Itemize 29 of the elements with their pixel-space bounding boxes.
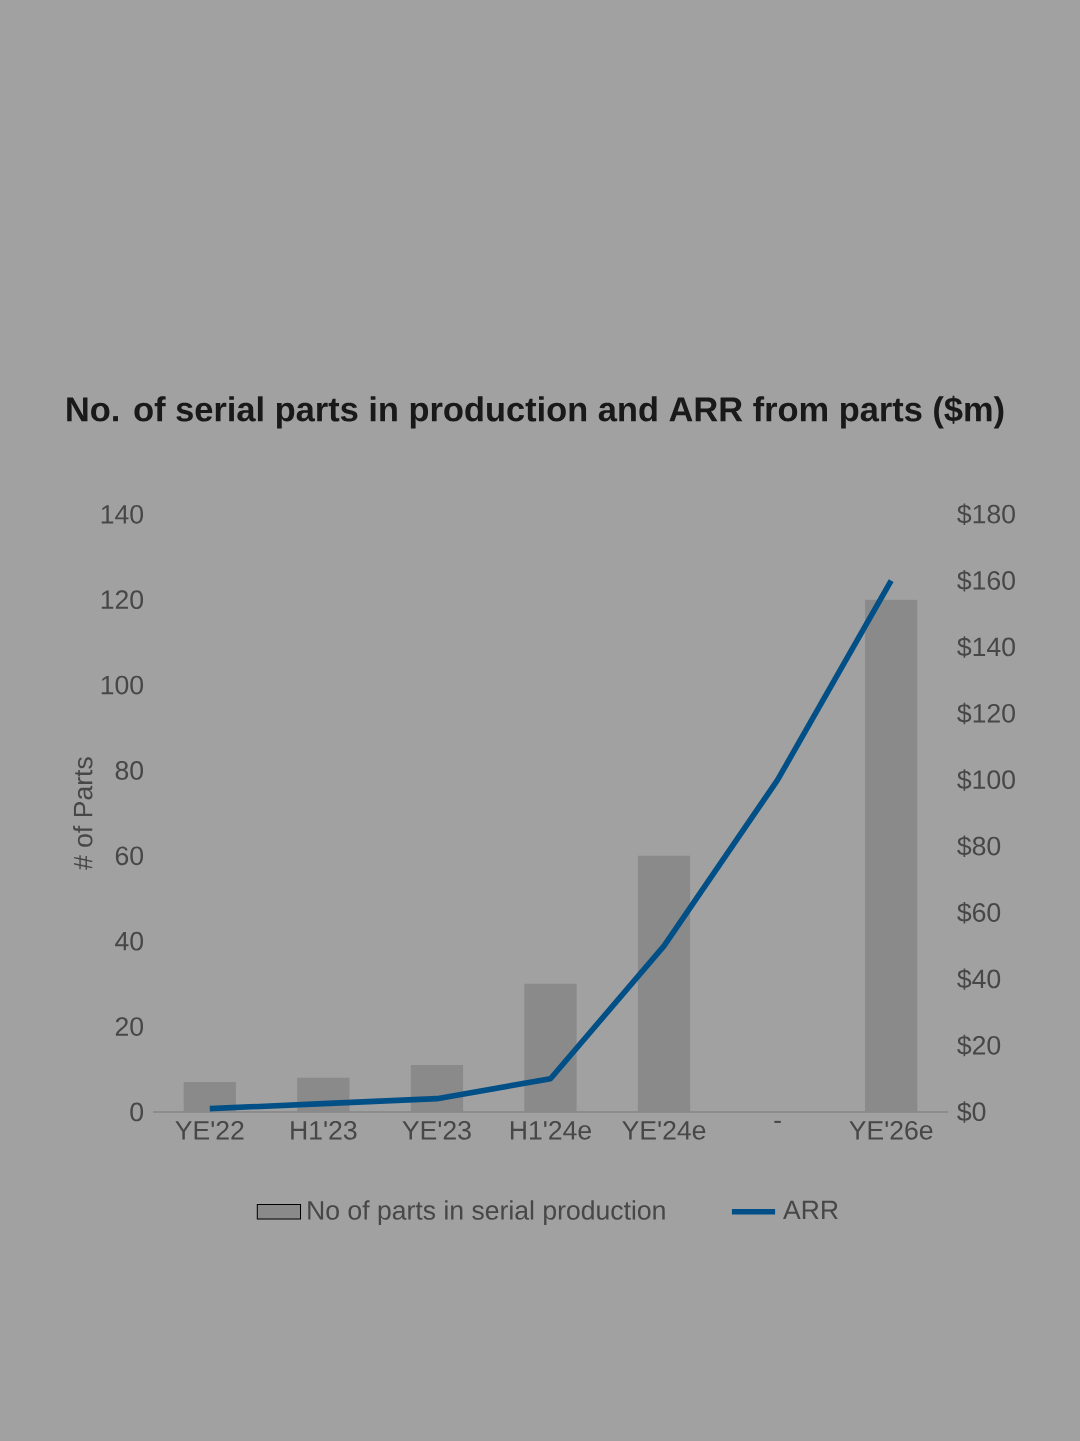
y2-tick-label: $180: [957, 503, 1015, 526]
y-axis-title: # of Parts: [72, 757, 93, 870]
y2-tick-label: $20: [957, 1034, 1001, 1057]
y-tick-label: 80: [115, 761, 143, 780]
y-tick-label: 120: [101, 590, 143, 610]
y-tick-label: 140: [101, 504, 143, 524]
x-tick-label: -: [774, 1120, 781, 1123]
y2-tick-label: $0: [957, 1101, 986, 1123]
y2-tick-label: $60: [957, 901, 1001, 924]
y-tick-label: 20: [115, 1017, 143, 1036]
chart-title: No. of serial parts in production and ARR from parts ($m): [67, 395, 1004, 429]
legend-label: No of parts in serial production: [308, 1200, 665, 1226]
x-tick-label: YE'23: [402, 1120, 471, 1140]
y-tick-label: 40: [115, 931, 143, 951]
legend-label: ARR: [782, 1200, 838, 1220]
y2-tick-label: $140: [957, 636, 1015, 658]
y-tick-label: 0: [130, 1102, 143, 1122]
y2-tick-label: $40: [957, 968, 1001, 990]
y2-tick-label: $160: [957, 569, 1015, 592]
y-tick-label: 60: [115, 846, 143, 866]
x-tick-label: YE'22: [175, 1120, 244, 1140]
y2-tick-label: $100: [957, 769, 1015, 791]
x-tick-label: H1'24e: [510, 1120, 591, 1140]
x-tick-label: H1'23: [291, 1120, 357, 1140]
x-tick-label: YE'24e: [622, 1120, 706, 1140]
y-tick-label: 100: [101, 675, 143, 695]
y2-tick-label: $120: [957, 702, 1015, 725]
x-tick-label: YE'26e: [849, 1120, 933, 1140]
y2-tick-label: $80: [957, 835, 1001, 858]
